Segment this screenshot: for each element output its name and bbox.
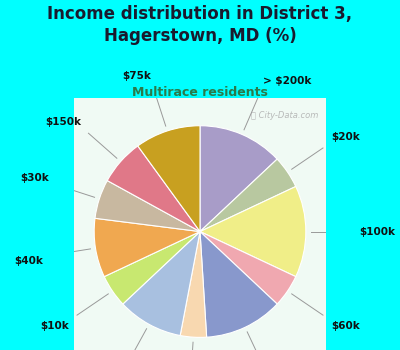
Wedge shape [95, 181, 200, 232]
Wedge shape [200, 126, 277, 232]
Wedge shape [104, 232, 200, 304]
Wedge shape [200, 159, 296, 232]
Text: $150k: $150k [45, 117, 81, 127]
Text: $60k: $60k [331, 321, 360, 331]
Text: $100k: $100k [359, 226, 395, 237]
Text: $40k: $40k [14, 257, 43, 266]
Text: $30k: $30k [20, 173, 49, 182]
Wedge shape [200, 232, 277, 337]
Text: $75k: $75k [122, 71, 151, 80]
Text: Multirace residents: Multirace residents [132, 86, 268, 99]
Text: ⓘ City-Data.com: ⓘ City-Data.com [251, 111, 318, 120]
Wedge shape [180, 232, 207, 337]
Text: $10k: $10k [40, 321, 69, 331]
Wedge shape [107, 146, 200, 232]
Wedge shape [123, 232, 200, 336]
Text: > $200k: > $200k [263, 76, 312, 86]
Wedge shape [200, 232, 296, 304]
Wedge shape [200, 187, 306, 276]
Text: $20k: $20k [331, 132, 360, 142]
Wedge shape [94, 218, 200, 276]
Wedge shape [138, 126, 200, 232]
Text: Income distribution in District 3,
Hagerstown, MD (%): Income distribution in District 3, Hager… [48, 5, 352, 46]
